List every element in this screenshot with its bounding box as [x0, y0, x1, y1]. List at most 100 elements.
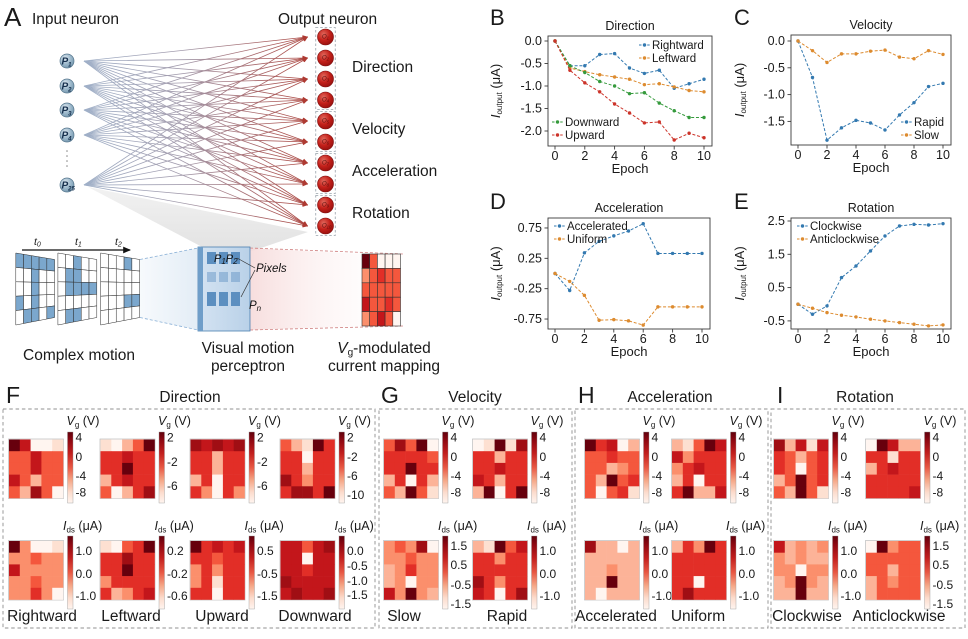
svg-text:O2: O2 — [322, 56, 330, 62]
svg-text:-4: -4 — [76, 469, 87, 483]
svg-text:0.0: 0.0 — [76, 567, 93, 581]
svg-text:0: 0 — [652, 450, 659, 464]
svg-text:t0: t0 — [34, 236, 41, 249]
svg-text:Rightward: Rightward — [7, 608, 77, 625]
svg-text:0: 0 — [739, 450, 746, 464]
svg-text:Rotation: Rotation — [836, 389, 894, 406]
svg-text:I: I — [777, 382, 783, 408]
svg-text:-2: -2 — [167, 455, 178, 469]
svg-text:0: 0 — [76, 450, 83, 464]
svg-text:P25: P25 — [62, 181, 76, 193]
svg-text:-6: -6 — [167, 479, 178, 493]
svg-text:Vg (V): Vg (V) — [730, 414, 763, 430]
svg-text:O6: O6 — [322, 140, 330, 146]
svg-text:-4: -4 — [841, 469, 852, 483]
svg-text:4: 4 — [76, 431, 83, 445]
svg-text:8: 8 — [671, 149, 678, 163]
svg-text:Velocity: Velocity — [849, 18, 893, 32]
svg-text:-8: -8 — [933, 486, 944, 500]
svg-text:Visual motion: Visual motion — [202, 340, 295, 357]
svg-text:0.75: 0.75 — [518, 221, 542, 235]
svg-text:4: 4 — [739, 431, 746, 445]
svg-text:-1.0: -1.0 — [841, 589, 862, 603]
svg-text:0.0: 0.0 — [525, 34, 542, 48]
svg-text:-1.5: -1.5 — [347, 588, 368, 602]
svg-text:6: 6 — [640, 332, 647, 346]
svg-text:4: 4 — [540, 431, 547, 445]
svg-text:B: B — [490, 5, 505, 30]
svg-text:0.0: 0.0 — [540, 567, 557, 581]
svg-text:Accelerated: Accelerated — [567, 221, 628, 233]
svg-text:6: 6 — [882, 332, 889, 346]
svg-text:Epoch: Epoch — [612, 161, 649, 176]
svg-text:E: E — [734, 189, 749, 214]
svg-text:-1.0: -1.0 — [347, 574, 368, 588]
svg-text:C: C — [734, 5, 750, 30]
svg-text:Rapid: Rapid — [487, 608, 528, 625]
svg-text:0.2: 0.2 — [167, 544, 184, 558]
svg-text:0: 0 — [552, 332, 559, 346]
svg-text:P4: P4 — [62, 131, 73, 143]
svg-text:Upward: Upward — [195, 608, 248, 625]
svg-text:H: H — [578, 382, 595, 408]
svg-text:Pixels: Pixels — [256, 263, 287, 275]
svg-text:6: 6 — [641, 149, 648, 163]
svg-text:P1: P1 — [62, 57, 73, 69]
svg-text:Vg (V): Vg (V) — [442, 414, 475, 430]
svg-text:0.0: 0.0 — [841, 567, 858, 581]
svg-text:Clockwise: Clockwise — [772, 608, 842, 625]
svg-text:-0.5: -0.5 — [257, 567, 278, 581]
svg-text:Ioutput (μA): Ioutput (μA) — [488, 64, 504, 118]
svg-text:1.5: 1.5 — [768, 247, 785, 261]
svg-text:-0.6: -0.6 — [167, 589, 188, 603]
svg-text:0: 0 — [795, 148, 802, 162]
svg-text:10: 10 — [695, 332, 709, 346]
svg-text:Vg (V): Vg (V) — [67, 414, 100, 430]
svg-text:Ids (μA): Ids (μA) — [155, 519, 194, 535]
svg-text:-0.5: -0.5 — [451, 578, 472, 592]
svg-text:Acceleration: Acceleration — [627, 389, 712, 406]
svg-text:1.5: 1.5 — [451, 539, 468, 553]
svg-text:1.5: 1.5 — [933, 539, 950, 553]
svg-text:-0.5: -0.5 — [763, 61, 785, 75]
svg-text:-10: -10 — [347, 488, 365, 502]
svg-text:-1.5: -1.5 — [933, 597, 954, 611]
svg-text:Pn: Pn — [249, 300, 262, 313]
svg-text:0: 0 — [540, 450, 547, 464]
svg-text:Ioutput (μA): Ioutput (μA) — [488, 246, 504, 300]
svg-text:Ioutput (μA): Ioutput (μA) — [732, 246, 748, 300]
svg-text:Rightward: Rightward — [652, 40, 704, 52]
svg-text:1.0: 1.0 — [76, 544, 93, 558]
svg-text:0: 0 — [451, 450, 458, 464]
svg-text:Vg (V): Vg (V) — [643, 414, 676, 430]
svg-text:-2: -2 — [347, 450, 358, 464]
svg-text:-8: -8 — [841, 486, 852, 500]
svg-text:4: 4 — [610, 332, 617, 346]
svg-text:O9: O9 — [322, 203, 330, 209]
svg-text:-0.75: -0.75 — [514, 312, 543, 326]
svg-text:Velocity: Velocity — [352, 121, 406, 138]
svg-text:0.0: 0.0 — [347, 544, 364, 558]
svg-text:-1.0: -1.0 — [763, 88, 785, 102]
svg-text:Direction: Direction — [352, 59, 413, 76]
svg-text:Clockwise: Clockwise — [810, 221, 862, 233]
svg-text:D: D — [490, 189, 506, 214]
svg-text:t1: t1 — [75, 236, 82, 249]
svg-text:Direction: Direction — [159, 389, 220, 406]
svg-text:Epoch: Epoch — [853, 344, 890, 359]
svg-text:Ids (μA): Ids (μA) — [438, 519, 477, 535]
svg-text:8: 8 — [669, 332, 676, 346]
svg-text:Velocity: Velocity — [448, 389, 502, 406]
svg-text:-0.2: -0.2 — [167, 567, 188, 581]
svg-text:Ids (μA): Ids (μA) — [335, 519, 374, 535]
svg-text:Leftward: Leftward — [101, 608, 160, 625]
svg-text:-0.5: -0.5 — [520, 57, 542, 71]
svg-text:A: A — [4, 2, 22, 32]
svg-text:1.0: 1.0 — [652, 544, 669, 558]
svg-text:-6: -6 — [347, 469, 358, 483]
svg-text:2: 2 — [581, 332, 588, 346]
svg-text:O10: O10 — [322, 224, 332, 230]
svg-text:Vg (V): Vg (V) — [832, 414, 865, 430]
svg-text:G: G — [381, 382, 399, 408]
svg-text:-4: -4 — [540, 469, 551, 483]
